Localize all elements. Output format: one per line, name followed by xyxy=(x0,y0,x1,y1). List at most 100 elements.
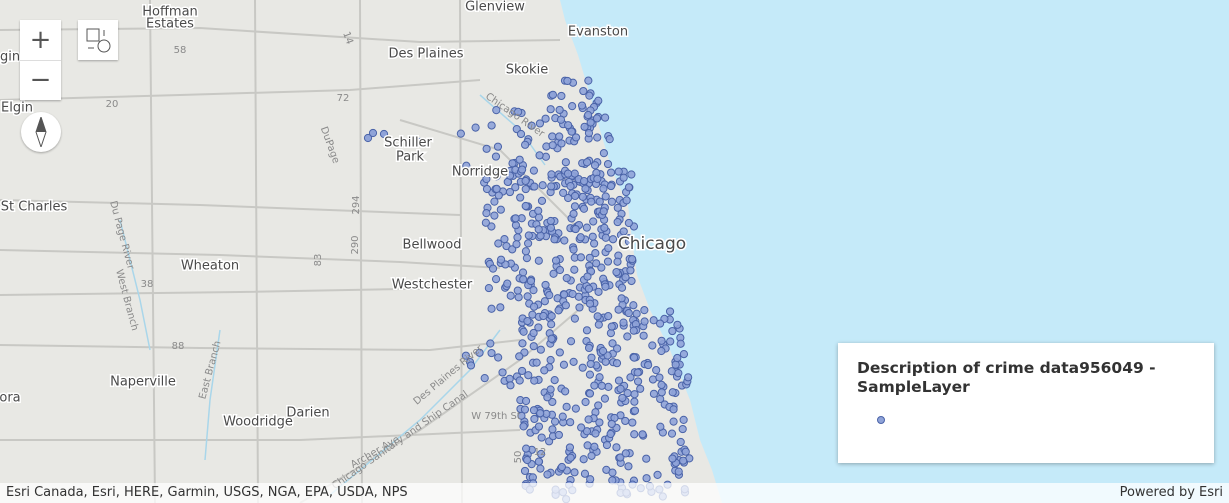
crime-point xyxy=(524,239,533,248)
crime-point xyxy=(530,414,539,424)
attribution-bar: Esri Canada, Esri, HERE, Garmin, USGS, N… xyxy=(0,483,1229,503)
crime-point xyxy=(520,405,530,414)
crime-point xyxy=(629,326,638,335)
crime-point xyxy=(524,231,533,240)
crime-point xyxy=(607,322,616,331)
crime-point xyxy=(608,339,617,348)
crime-point xyxy=(480,374,489,383)
zoom-out-button[interactable]: − xyxy=(29,65,52,96)
place-label: Norridge xyxy=(452,165,508,180)
crime-point xyxy=(518,339,527,348)
crime-point xyxy=(546,216,555,226)
crime-point xyxy=(673,353,682,363)
crime-point xyxy=(494,239,503,248)
crime-point xyxy=(621,449,630,458)
road-label: Chicago Sanitary and Ship Canal xyxy=(330,389,470,492)
road-label: Des Plaines River xyxy=(412,343,486,408)
crime-point xyxy=(576,233,585,242)
crime-point xyxy=(534,206,543,215)
crime-point xyxy=(630,353,639,362)
crime-point xyxy=(569,209,578,218)
road-label: 50 xyxy=(513,451,524,464)
crime-point xyxy=(604,312,613,321)
road-label: Chicago River xyxy=(483,91,547,140)
crime-point xyxy=(570,265,579,274)
crime-point xyxy=(491,152,501,161)
crime-point xyxy=(655,373,664,382)
crime-point xyxy=(582,326,592,335)
crime-point xyxy=(624,237,634,246)
crime-point xyxy=(606,429,615,439)
crime-point xyxy=(529,342,538,351)
road-label: West Branch xyxy=(113,268,140,332)
crime-point xyxy=(593,133,602,142)
crime-point xyxy=(584,128,594,138)
crime-point xyxy=(521,184,530,194)
crime-point xyxy=(488,264,498,273)
crime-point xyxy=(570,202,580,211)
crime-point xyxy=(576,253,586,262)
crime-point xyxy=(561,301,570,310)
crime-point xyxy=(604,244,613,253)
crime-point xyxy=(656,394,665,404)
crime-point xyxy=(498,368,507,377)
crime-point xyxy=(630,430,639,439)
compass-button[interactable] xyxy=(21,112,61,152)
crime-point xyxy=(569,245,578,254)
place-label: Woodridge xyxy=(223,415,293,430)
crime-point xyxy=(496,205,505,214)
crime-point xyxy=(541,114,550,123)
crime-point xyxy=(363,133,373,143)
crime-point xyxy=(368,128,378,138)
crime-point xyxy=(624,218,633,228)
place-label: Evanston xyxy=(568,25,628,40)
crime-point xyxy=(639,331,648,340)
place-label: Glenview xyxy=(465,0,525,15)
crime-point xyxy=(514,293,523,302)
crime-point xyxy=(547,170,556,179)
crime-point xyxy=(585,370,595,379)
crime-point xyxy=(548,397,557,407)
zoom-in-button[interactable]: + xyxy=(20,20,61,61)
crime-point xyxy=(599,149,609,158)
crime-point xyxy=(666,337,675,346)
crime-point xyxy=(538,181,547,190)
crime-point xyxy=(584,343,594,353)
crime-point xyxy=(604,382,613,391)
road-label: 58 xyxy=(174,45,187,56)
crime-point xyxy=(592,114,602,123)
crime-point xyxy=(546,385,555,394)
crime-point xyxy=(679,349,689,359)
crime-point xyxy=(608,468,617,477)
crime-point xyxy=(676,339,685,348)
crime-point xyxy=(508,245,517,254)
powered-by[interactable]: Powered by Esri xyxy=(1119,485,1223,500)
crime-point xyxy=(550,235,559,244)
crime-point xyxy=(623,332,632,341)
crime-point xyxy=(586,118,595,127)
crime-point xyxy=(648,341,657,350)
crime-point xyxy=(520,466,530,476)
crime-point xyxy=(570,169,579,178)
crime-point xyxy=(581,397,590,407)
crime-point xyxy=(534,457,543,466)
crime-point xyxy=(490,211,499,220)
crime-point xyxy=(614,376,624,385)
crime-point xyxy=(511,183,520,192)
crime-point xyxy=(575,303,584,312)
crime-point xyxy=(630,390,639,399)
crime-point xyxy=(546,105,555,114)
crime-point xyxy=(586,359,595,369)
crime-point xyxy=(655,319,665,328)
crime-point xyxy=(657,346,666,356)
crime-point xyxy=(640,317,649,326)
crime-point xyxy=(591,249,600,258)
crime-point xyxy=(630,406,640,415)
crime-point xyxy=(638,430,647,439)
basemap-toggle-button[interactable] xyxy=(78,20,118,60)
crime-point xyxy=(568,102,577,111)
crime-point xyxy=(492,184,501,193)
crime-point xyxy=(623,388,632,398)
